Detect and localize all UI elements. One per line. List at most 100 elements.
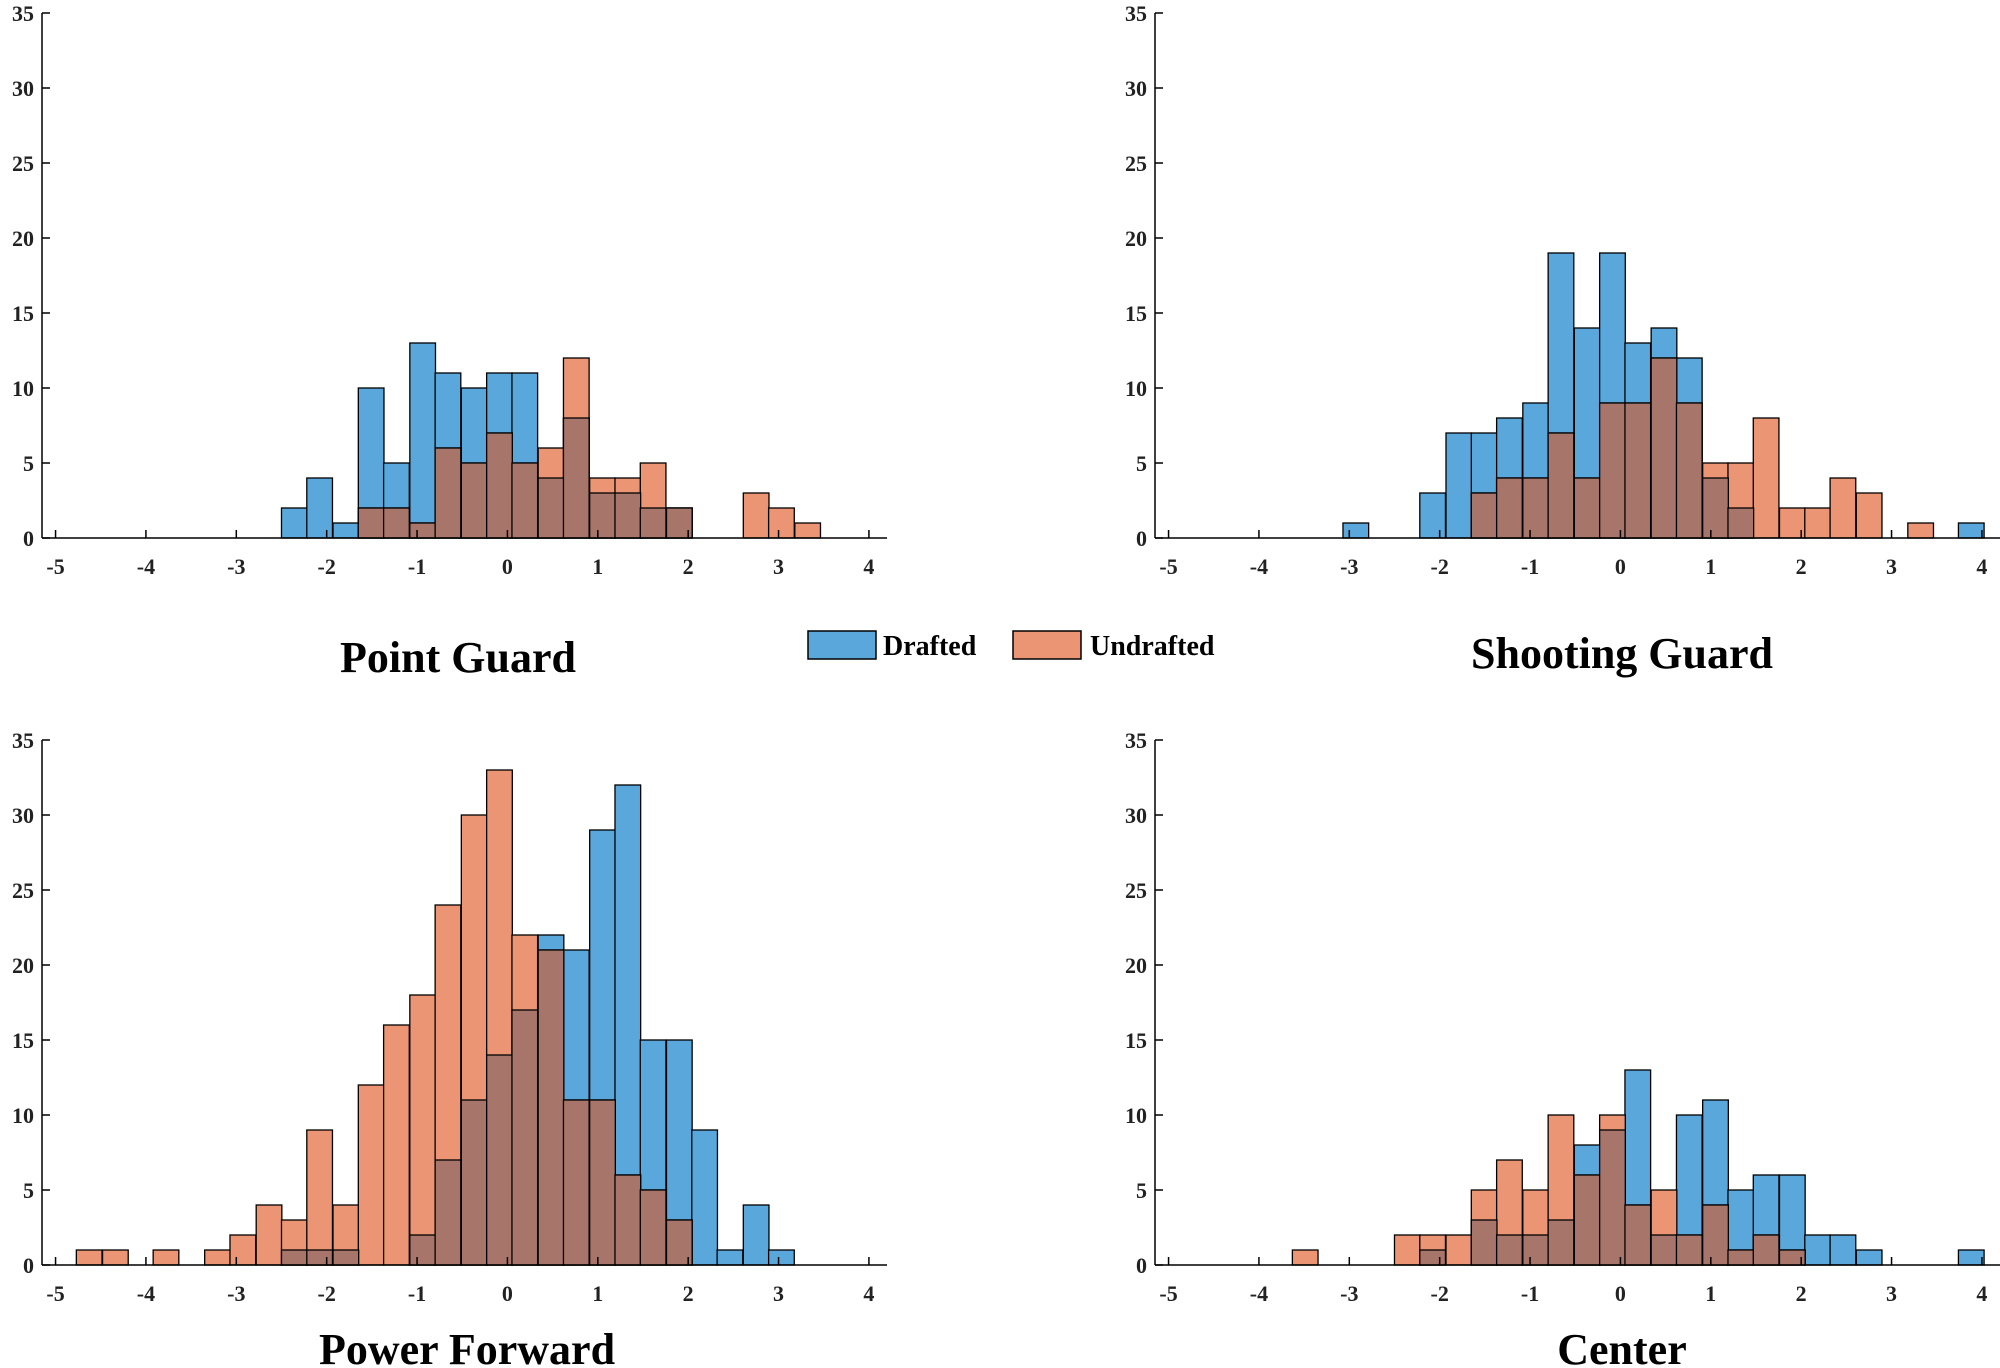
center-x-tick-label: -5 [1159,1281,1177,1306]
power-forward-y-tick-label: 30 [12,803,34,828]
shooting-guard-x-tick-label: -4 [1250,554,1268,579]
center-x-tick-label: -4 [1250,1281,1268,1306]
center-y-tick-label: 10 [1125,1103,1147,1128]
center-undrafted-bar [1291,1249,1319,1266]
power-forward-y-tick-label: 15 [12,1028,34,1053]
point-guard-overlap-bar [434,447,462,539]
shooting-guard-undrafted-bar [1829,477,1857,539]
power-forward-drafted-bar [716,1249,744,1266]
point-guard-x-tick-label: -1 [408,554,426,579]
point-guard-x-tick-label: 4 [863,554,874,579]
center-overlap-bar [1702,1204,1729,1266]
point-guard-y-tick-label: 25 [12,151,34,176]
shooting-guard-undrafted-bar [1855,492,1883,539]
power-forward-overlap-bar [639,1189,667,1266]
point-guard-overlap-bar [589,492,616,539]
power-forward-y-tick-label: 25 [12,878,34,903]
power-forward-undrafted-bar [382,1024,410,1266]
power-forward-overlap-bar [562,1099,590,1266]
center-drafted-bar [1804,1234,1832,1266]
center-y-tick-label: 5 [1136,1178,1147,1203]
point-guard-x-tick-label: -5 [46,554,64,579]
center-overlap-bar [1624,1204,1652,1266]
center-overlap-bar [1752,1234,1780,1266]
center-x-tick-label: -1 [1521,1281,1539,1306]
power-forward-x-tick-label: -1 [408,1281,426,1306]
point-guard-y-tick-label: 35 [12,1,34,26]
power-forward-undrafted-bar [357,1084,385,1266]
power-forward-undrafted-bar [101,1249,129,1266]
point-guard-undrafted-bar [742,492,770,539]
center-y-tick-label: 15 [1125,1028,1147,1053]
center-overlap-bar [1419,1249,1447,1266]
point-guard-x-tick-label: 2 [683,554,694,579]
power-forward-overlap-bar [280,1249,308,1266]
panel-center: 0 5 10 15 20 25 30 35 -5 -4 -3 -2 -1 0 1 2 3 4 Center [1125,728,2000,1368]
center-drafted-bar [1829,1234,1857,1266]
power-forward-overlap-bar [434,1159,462,1266]
point-guard-overlap-bar [357,507,385,539]
legend-swatch-undrafted [1012,630,1082,660]
point-guard-undrafted-bar [767,507,795,539]
point-guard-drafted-bar [280,507,308,539]
point-guard-y-tick-label: 10 [12,376,34,401]
shooting-guard-x-tick-label: -3 [1340,554,1358,579]
legend: Drafted Undrafted [807,630,1215,662]
center-x-tick-label: 2 [1796,1281,1807,1306]
shooting-guard-overlap-bar [1727,507,1755,539]
center-bars [1291,1069,1985,1266]
point-guard-overlap-bar [562,417,590,539]
shooting-guard-x-tick-label: 2 [1796,554,1807,579]
point-guard-title: Point Guard [340,633,576,682]
power-forward-drafted-bar [767,1249,795,1266]
center-y-tick-label: 30 [1125,803,1147,828]
shooting-guard-x-tick-label: 0 [1615,554,1626,579]
point-guard-x-tick-label: -4 [137,554,155,579]
point-guard-drafted-bar [409,342,437,539]
power-forward-overlap-bar [409,1234,437,1266]
power-forward-undrafted-bar [229,1234,257,1266]
legend-swatch-drafted [807,630,877,660]
center-overlap-bar [1522,1234,1550,1266]
shooting-guard-drafted-bar [1342,522,1370,539]
shooting-guard-y-tick-label: 15 [1125,301,1147,326]
shooting-guard-overlap-bar [1624,402,1652,539]
shooting-guard-bars [1342,252,1985,539]
point-guard-y-tick-label: 20 [12,226,34,251]
power-forward-overlap-bar [306,1249,334,1266]
shooting-guard-drafted-bar [1445,432,1473,539]
shooting-guard-y-tick-label: 30 [1125,76,1147,101]
point-guard-x-tick-label: -3 [227,554,245,579]
center-overlap-bar [1598,1129,1626,1266]
point-guard-overlap-bar [485,432,513,539]
shooting-guard-drafted-bar [1419,492,1447,539]
power-forward-overlap-bar [511,1009,539,1266]
power-forward-drafted-bar [742,1204,770,1266]
point-guard-overlap-bar [460,462,488,539]
power-forward-undrafted-bar [306,1129,334,1266]
center-y-tick-label: 20 [1125,953,1147,978]
center-title: Center [1557,1325,1687,1368]
power-forward-overlap-bar [332,1249,360,1266]
center-overlap-bar [1547,1219,1575,1266]
panel-shooting-guard: 0 5 10 15 20 25 30 35 -5 -4 -3 -2 -1 0 1 2 3 4 Shooting Gu… [1125,1,2000,678]
power-forward-undrafted-bar [255,1204,283,1266]
shooting-guard-overlap-bar [1573,477,1601,539]
center-axes: 0 5 10 15 20 25 30 35 -5 -4 -3 -2 -1 0 1 2 3 4 [1125,728,2000,1306]
power-forward-x-tick-label: 0 [502,1281,513,1306]
point-guard-overlap-bar [614,492,642,539]
point-guard-y-tick-label: 30 [12,76,34,101]
power-forward-x-tick-label: -4 [137,1281,155,1306]
point-guard-drafted-bar [332,522,360,539]
panel-point-guard: 0 5 10 15 20 25 30 35 -5 -4 -3 -2 -1 0 1 2 3 4 Point Guard [12,1,887,682]
center-x-tick-label: 1 [1705,1281,1716,1306]
power-forward-y-tick-label: 0 [23,1253,34,1278]
shooting-guard-y-tick-label: 20 [1125,226,1147,251]
legend-label-drafted: Drafted [883,631,977,662]
power-forward-x-tick-label: -2 [318,1281,336,1306]
power-forward-overlap-bar [537,949,565,1266]
center-undrafted-bar [1445,1234,1473,1266]
center-overlap-bar [1573,1174,1601,1266]
power-forward-x-tick-label: 1 [592,1281,603,1306]
